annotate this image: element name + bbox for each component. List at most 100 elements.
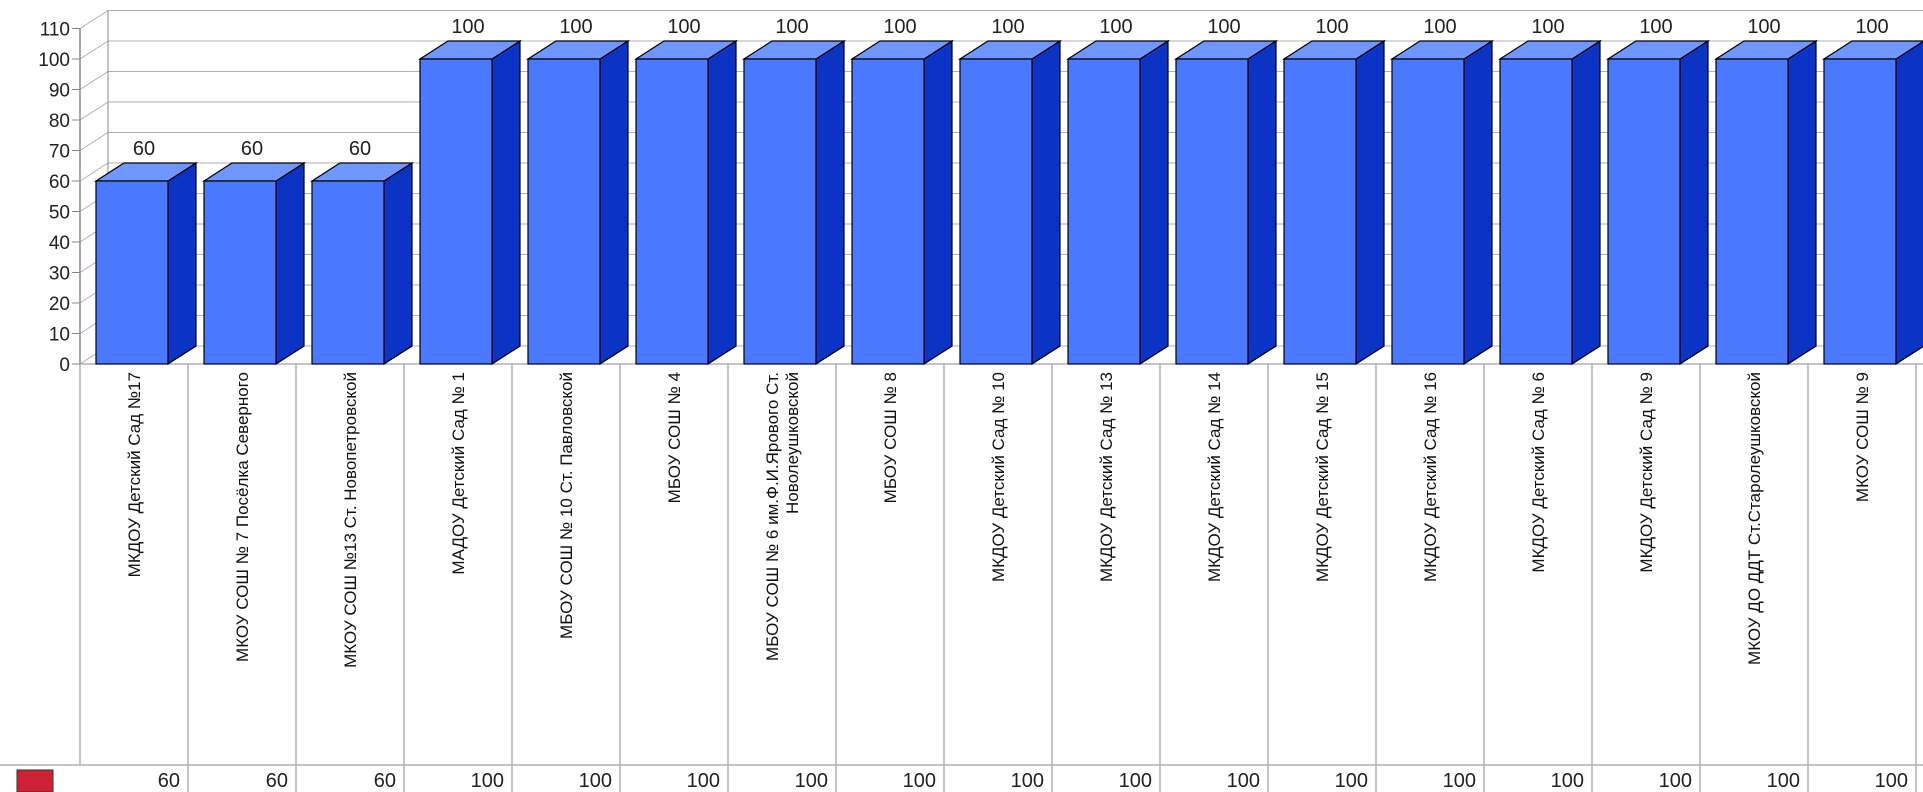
category-label: МКДОУ Детский Сад № 15 <box>1313 372 1332 582</box>
table-value: 100 <box>1443 770 1476 792</box>
category-label: МКДОУ Детский Сад № 10 <box>989 372 1008 582</box>
bar <box>743 58 817 365</box>
category-label: МБОУ СОШ № 6 им.Ф.И.Ярового Ст.Новолеушк… <box>763 372 802 661</box>
gridline-side <box>79 40 109 60</box>
table-value: 100 <box>1767 770 1800 792</box>
gridline-side <box>79 132 109 151</box>
category-label: МБОУ СОШ № 10 Ст. Павловской <box>557 372 576 639</box>
bar <box>851 58 925 365</box>
table-value: 60 <box>266 770 288 792</box>
gridline-side <box>79 71 109 90</box>
bar-side <box>1031 39 1061 366</box>
table-value: 100 <box>1335 770 1368 792</box>
data-label: 60 <box>349 138 371 160</box>
bar <box>1283 58 1357 365</box>
table-value: 100 <box>687 770 720 792</box>
category-label: МБОУ СОШ № 8 <box>881 372 900 503</box>
bar-side <box>923 39 953 366</box>
category-label-line: МБОУ СОШ № 6 им.Ф.И.Ярового Ст. <box>763 372 782 661</box>
bar <box>95 180 169 365</box>
table-value: 100 <box>795 770 828 792</box>
bar-side <box>1571 39 1601 366</box>
bar-side <box>1895 40 1923 366</box>
bar-side <box>599 39 629 366</box>
bar <box>203 180 277 365</box>
data-label: 60 <box>133 138 155 160</box>
gridline-side <box>79 101 109 121</box>
y-tick-label: 110 <box>40 20 70 41</box>
legend-swatch <box>16 769 54 792</box>
bar-side <box>815 39 845 366</box>
category-label-line: МКДОУ Детский Сад № 6 <box>1529 372 1548 573</box>
bar <box>419 58 493 365</box>
bar-side <box>1463 39 1493 366</box>
bar <box>527 58 601 365</box>
y-tick-label: 30 <box>49 264 70 285</box>
category-label-line: МКОУ СОШ №13 Ст. Новопетровской <box>341 372 360 668</box>
bar <box>1499 58 1573 365</box>
category-label-line: МКДОУ Детский Сад № 15 <box>1313 372 1332 582</box>
data-label: 60 <box>241 138 263 160</box>
category-label-line: МКОУ ДО ДДТ Ст.Старолеушковской <box>1745 372 1764 665</box>
category-label: МКДОУ Детский Сад № 14 <box>1205 372 1224 582</box>
data-label: 100 <box>883 16 916 38</box>
data-label: 100 <box>1099 16 1132 38</box>
bar <box>635 58 709 365</box>
table-value: 100 <box>1011 770 1044 792</box>
bar-side <box>1787 39 1817 366</box>
bar <box>1175 58 1249 365</box>
table-value: 100 <box>1659 770 1692 792</box>
gridline-side <box>79 10 109 29</box>
category-label-line: МБОУ СОШ № 8 <box>881 372 900 503</box>
bar <box>959 58 1033 365</box>
bar-side <box>1139 39 1169 366</box>
category-label-line: МКДОУ Детский Сад №17 <box>125 372 144 577</box>
data-label: 100 <box>451 16 484 38</box>
bar-side <box>275 161 305 366</box>
category-label-line: МКОУ СОШ № 7 Посёлка Северного <box>233 372 252 662</box>
category-label-line: МКДОУ Детский Сад № 13 <box>1097 372 1116 582</box>
data-label: 100 <box>1639 16 1672 38</box>
table-value: 100 <box>1551 770 1584 792</box>
bar <box>1067 58 1141 365</box>
bar-side <box>491 39 521 366</box>
data-label: 100 <box>1423 16 1456 38</box>
category-label-line: МКДОУ Детский Сад № 16 <box>1421 372 1440 582</box>
bar-side <box>1679 39 1709 366</box>
table-value: 60 <box>158 770 180 792</box>
bar-side <box>383 161 413 366</box>
bar <box>1607 58 1681 365</box>
category-label: МКОУ СОШ №13 Ст. Новопетровской <box>341 372 360 668</box>
category-label-line: МКДОУ Детский Сад № 10 <box>989 372 1008 582</box>
gridline-side <box>79 162 109 182</box>
bar <box>1391 58 1465 365</box>
bar <box>1823 58 1897 365</box>
category-label: МКОУ СОШ № 9 <box>1853 372 1872 502</box>
data-label: 100 <box>775 16 808 38</box>
category-label: МКДОУ Детский Сад №17 <box>125 372 144 577</box>
y-tick-label: 60 <box>49 172 70 193</box>
category-label-line: МАДОУ Детский Сад № 1 <box>449 372 468 575</box>
table-value: 60 <box>374 770 396 792</box>
category-label: МКДОУ Детский Сад № 13 <box>1097 372 1116 582</box>
category-label: МАДОУ Детский Сад № 1 <box>449 372 468 575</box>
y-tick-label: 0 <box>59 355 70 376</box>
category-label: МКДОУ Детский Сад № 6 <box>1529 372 1548 573</box>
category-label-line: МКДОУ Детский Сад № 9 <box>1637 372 1656 573</box>
category-label: МКДОУ Детский Сад № 9 <box>1637 372 1656 573</box>
table-value: 100 <box>1119 770 1152 792</box>
category-label-line: МКОУ СОШ № 9 <box>1853 372 1872 502</box>
category-label-line: МКДОУ Детский Сад № 14 <box>1205 372 1224 582</box>
table-value: 100 <box>579 770 612 792</box>
category-label: МБОУ СОШ № 4 <box>665 372 684 503</box>
category-label: МКОУ СОШ № 7 Посёлка Северного <box>233 372 252 662</box>
y-tick-label: 100 <box>38 50 70 71</box>
y-tick-label: 10 <box>49 325 70 346</box>
data-label: 100 <box>1747 16 1780 38</box>
data-label: 100 <box>1855 16 1888 38</box>
table-value: 100 <box>1227 770 1260 792</box>
category-label-line: МБОУ СОШ № 4 <box>665 372 684 503</box>
y-tick-label: 40 <box>49 233 70 254</box>
data-label: 100 <box>667 16 700 38</box>
